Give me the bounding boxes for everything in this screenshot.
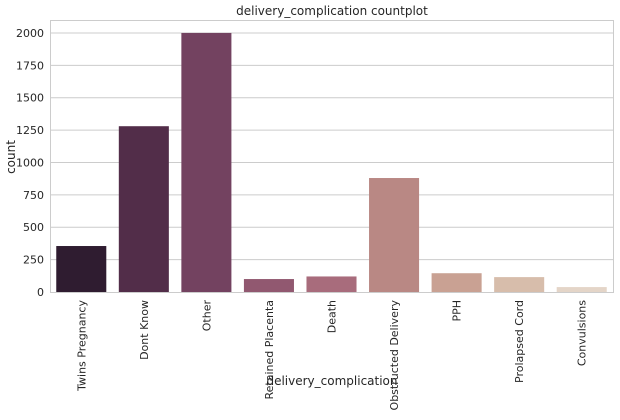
x-tick-label: Prolapsed Cord [513,300,526,383]
plot-frame [50,20,614,293]
y-tick-label: 2000 [16,27,44,40]
y-tick-label: 1250 [16,124,44,137]
bar [181,32,232,292]
y-tick-labels: 0 250 500 750 1000 1250 1500 1750 2000 [16,27,44,299]
y-tick-label: 500 [23,221,44,234]
bar [118,126,169,292]
y-tick-label: 750 [23,189,44,202]
y-tick-label: 250 [23,254,44,267]
y-axis-label: count [4,140,18,174]
y-tick-label: 1000 [16,156,44,169]
x-axis-label: delivery_complication [266,374,397,388]
x-tick-label: Retained Placenta [263,300,276,400]
bar [243,279,294,292]
bar [56,246,107,292]
x-tick-labels: Twins Pregnancy Dont Know Other Retained Pl… [75,300,588,411]
x-tick-label: Convulsions [576,300,589,366]
y-tick-label: 0 [37,286,44,299]
chart-title: delivery_complication countplot [236,4,428,18]
bar [556,287,607,292]
x-tick-label: Dont Know [138,300,151,360]
y-tick-label: 1500 [16,92,44,105]
x-tick-label: Twins Pregnancy [75,300,88,392]
x-tick-label: Death [326,300,339,333]
y-tick-label: 1750 [16,59,44,72]
bar [494,277,545,292]
bar [306,276,357,292]
x-tick-label: Obstructed Delivery [388,300,401,411]
bars [56,32,607,292]
x-tick-label: Other [200,300,213,332]
bar [369,178,420,292]
x-tick-label: PPH [451,300,464,322]
bar [431,273,482,292]
